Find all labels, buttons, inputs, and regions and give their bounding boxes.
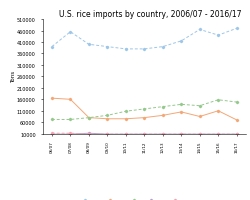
Pakistan <box>179 133 182 136</box>
Vietnam <box>68 99 71 101</box>
India <box>50 119 53 121</box>
Thailand <box>106 46 108 49</box>
Pakistan <box>50 133 53 136</box>
India <box>216 99 219 101</box>
Thailand <box>124 48 127 51</box>
Thailand <box>87 44 90 46</box>
Thailand <box>179 40 182 43</box>
Rest of World <box>234 133 237 136</box>
Rest of World <box>216 133 219 136</box>
Pakistan <box>216 133 219 136</box>
Thailand <box>68 31 71 34</box>
Thailand <box>50 46 53 49</box>
Line: Vietnam: Vietnam <box>51 98 237 121</box>
Y-axis label: Tons: Tons <box>10 71 16 83</box>
Rest of World <box>50 132 53 135</box>
Rest of World <box>142 133 145 136</box>
Vietnam <box>50 97 53 100</box>
India <box>198 105 200 107</box>
Rest of World <box>124 133 127 136</box>
India <box>106 115 108 117</box>
India <box>179 104 182 106</box>
India <box>142 108 145 111</box>
Rest of World <box>68 132 71 135</box>
Vietnam <box>106 118 108 120</box>
India <box>124 110 127 113</box>
Vietnam <box>234 119 237 122</box>
Legend: Thailand, Vietnam, India, Pakistan, Rest of World: Thailand, Vietnam, India, Pakistan, Rest… <box>82 199 205 200</box>
India <box>68 119 71 121</box>
Text: U.S. rice imports by country, 2006/07 - 2016/17: U.S. rice imports by country, 2006/07 - … <box>59 10 240 19</box>
India <box>234 101 237 104</box>
Vietnam <box>87 117 90 119</box>
India <box>161 106 164 108</box>
Vietnam <box>124 118 127 120</box>
Pakistan <box>142 133 145 136</box>
Pakistan <box>124 133 127 136</box>
Pakistan <box>106 133 108 136</box>
Pakistan <box>161 133 164 136</box>
Vietnam <box>198 116 200 118</box>
Pakistan <box>68 133 71 136</box>
Thailand <box>216 35 219 37</box>
Thailand <box>142 48 145 51</box>
Rest of World <box>87 133 90 136</box>
Line: Pakistan: Pakistan <box>51 133 237 135</box>
Pakistan <box>234 133 237 136</box>
Vietnam <box>142 117 145 119</box>
Rest of World <box>198 133 200 136</box>
Thailand <box>161 46 164 49</box>
Line: India: India <box>51 99 237 121</box>
Thailand <box>234 28 237 30</box>
Rest of World <box>161 133 164 136</box>
Rest of World <box>179 133 182 136</box>
Vietnam <box>216 110 219 112</box>
India <box>87 117 90 119</box>
Line: Rest of World: Rest of World <box>51 133 237 135</box>
Vietnam <box>179 111 182 114</box>
Rest of World <box>106 133 108 136</box>
Vietnam <box>161 115 164 117</box>
Thailand <box>198 29 200 31</box>
Pakistan <box>87 132 90 135</box>
Line: Thailand: Thailand <box>51 28 237 50</box>
Pakistan <box>198 133 200 136</box>
